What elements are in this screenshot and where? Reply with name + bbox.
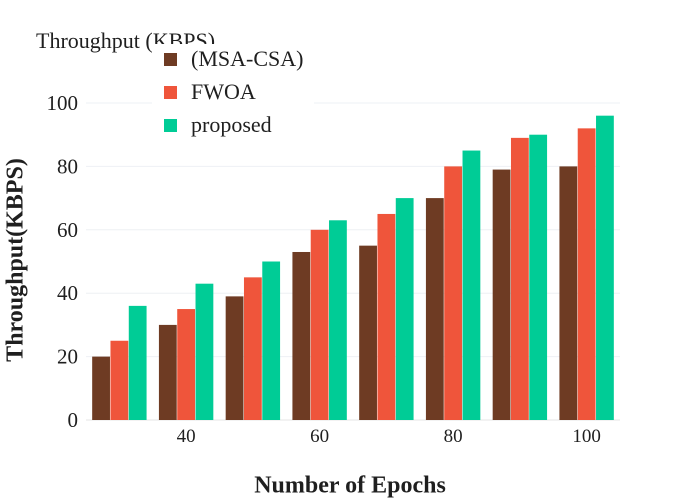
bar: [329, 220, 347, 420]
legend-item-fwoa: FWOA: [152, 77, 256, 107]
x-tick-label: 80: [444, 426, 463, 447]
bar: [529, 134, 548, 420]
bar: [577, 128, 596, 421]
x-axis-title: Number of Epochs: [254, 472, 446, 499]
bar: [425, 198, 444, 420]
x-tick-label: 60: [310, 426, 329, 447]
legend-label-msa-csa: (MSA-CSA): [191, 46, 304, 71]
y-tick-label: 80: [57, 154, 78, 178]
bar: [225, 296, 244, 420]
bar: [395, 198, 414, 420]
y-tick-labels: 0 20 40 60 80 100: [47, 91, 79, 432]
legend-swatch-msa-csa: [164, 52, 177, 66]
bar: [128, 305, 147, 420]
bar: [359, 245, 377, 420]
legend-swatch-fwoa: [164, 85, 177, 99]
bar: [596, 115, 614, 421]
bar: [510, 137, 529, 420]
bar: [195, 283, 214, 420]
bar: [492, 169, 511, 420]
x-tick-labels: 40 60 80 100: [177, 426, 601, 447]
bar: [262, 261, 281, 420]
x-tick-label: 100: [572, 426, 601, 447]
y-tick-label: 20: [57, 345, 78, 369]
bar: [444, 166, 463, 420]
bar: [292, 251, 311, 420]
y-tick-label: 0: [68, 408, 79, 432]
bar: [243, 277, 262, 420]
y-tick-label: 100: [47, 91, 79, 115]
bar: [92, 356, 110, 420]
legend-label-proposed: proposed: [191, 112, 272, 137]
bar: [310, 229, 329, 420]
y-tick-label: 60: [57, 218, 78, 242]
bars: [92, 115, 614, 421]
bar: [559, 166, 578, 420]
bar: [377, 213, 396, 420]
y-axis-title: Throughput(KBPS): [2, 158, 29, 362]
y-tick-label: 40: [57, 281, 78, 305]
legend: (MSA-CSA) FWOA proposed: [152, 44, 314, 142]
legend-label-fwoa: FWOA: [191, 79, 256, 104]
bar: [158, 324, 177, 420]
legend-swatch-proposed: [164, 118, 177, 132]
bar: [177, 309, 196, 420]
legend-item-proposed: proposed: [152, 110, 272, 140]
x-tick-label: 40: [177, 426, 196, 447]
bar: [110, 340, 129, 420]
bar: [462, 150, 481, 421]
legend-item-msa-csa: (MSA-CSA): [152, 44, 303, 74]
